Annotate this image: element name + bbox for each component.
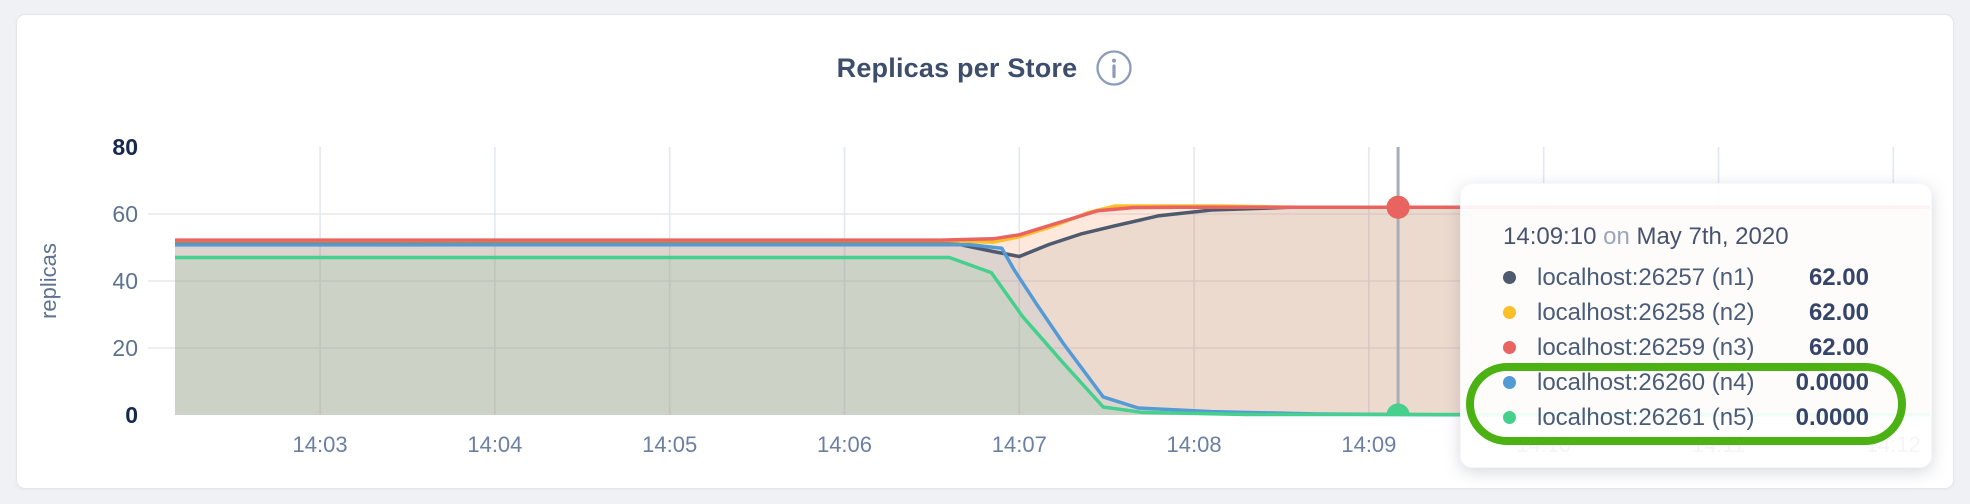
tooltip-connector: on [1603,223,1630,250]
series-label: localhost:26260 (n4) [1537,368,1755,396]
series-dot-icon [1503,271,1516,284]
series-line-5 [174,255,1931,417]
tooltip-time: 14:09:10 [1503,223,1597,250]
tooltip-row: localhost:26260 (n4) 0.0000 [1503,365,1869,400]
tooltip-row: localhost:26261 (n5) 0.0000 [1503,400,1869,435]
y-axis-title: replicas [36,243,61,319]
tooltip-rows: localhost:26257 (n1) 62.00 localhost:26258… [1503,260,1869,435]
series-line-1 [174,205,1930,259]
crosshair-dot-5 [1386,403,1410,416]
x-tick-label: 14:04 [467,432,522,457]
annotation-ellipse [1466,363,1906,445]
x-tick-label: 14:08 [1167,432,1222,457]
chart-tooltip: 14:09:10 on May 7th, 2020 localhost:2625… [1460,183,1932,468]
series-label: localhost:26257 (n1) [1537,263,1755,291]
chart-header: Replicas per Store [17,49,1953,87]
series-label: localhost:26261 (n5) [1537,403,1755,431]
x-tick-label: 14:06 [817,432,872,457]
series-value: 0.0000 [1795,368,1869,396]
series-dot-icon [1503,341,1516,354]
crosshair-dots [1386,195,1410,416]
y-tick-label: 60 [112,201,138,227]
y-tick-label: 20 [112,335,138,361]
series-value: 62.00 [1808,333,1869,361]
series-area-5 [175,257,1930,415]
x-tick-label: 14:07 [992,432,1047,457]
series-lines [174,204,1931,417]
x-tick-label: 14:09 [1341,432,1396,457]
series-value: 62.00 [1808,298,1869,326]
y-axis-labels: 0 20 40 60 80 [112,134,138,428]
y-tick-label: 80 [112,134,138,160]
series-line-3 [174,205,1930,242]
tooltip-timestamp: 14:09:10 on May 7th, 2020 [1503,220,1869,254]
series-label: localhost:26259 (n3) [1537,333,1755,361]
y-tick-label: 40 [112,268,138,294]
series-dot-icon [1503,306,1516,319]
tooltip-date: May 7th, 2020 [1636,223,1789,250]
tooltip-row: localhost:26259 (n3) 62.00 [1503,330,1869,365]
info-icon[interactable] [1095,49,1133,87]
series-value: 0.0000 [1795,403,1869,431]
series-label: localhost:26258 (n2) [1537,298,1755,326]
crosshair-dot-3 [1386,195,1410,219]
tooltip-row: localhost:26257 (n1) 62.00 [1503,260,1869,295]
chart-title: Replicas per Store [836,52,1078,83]
tooltip-row: localhost:26258 (n2) 62.00 [1503,295,1869,330]
y-tick-label: 0 [125,402,138,428]
x-tick-label: 14:05 [642,432,697,457]
series-value: 62.00 [1808,263,1869,291]
x-tick-label: 14:03 [293,432,348,457]
